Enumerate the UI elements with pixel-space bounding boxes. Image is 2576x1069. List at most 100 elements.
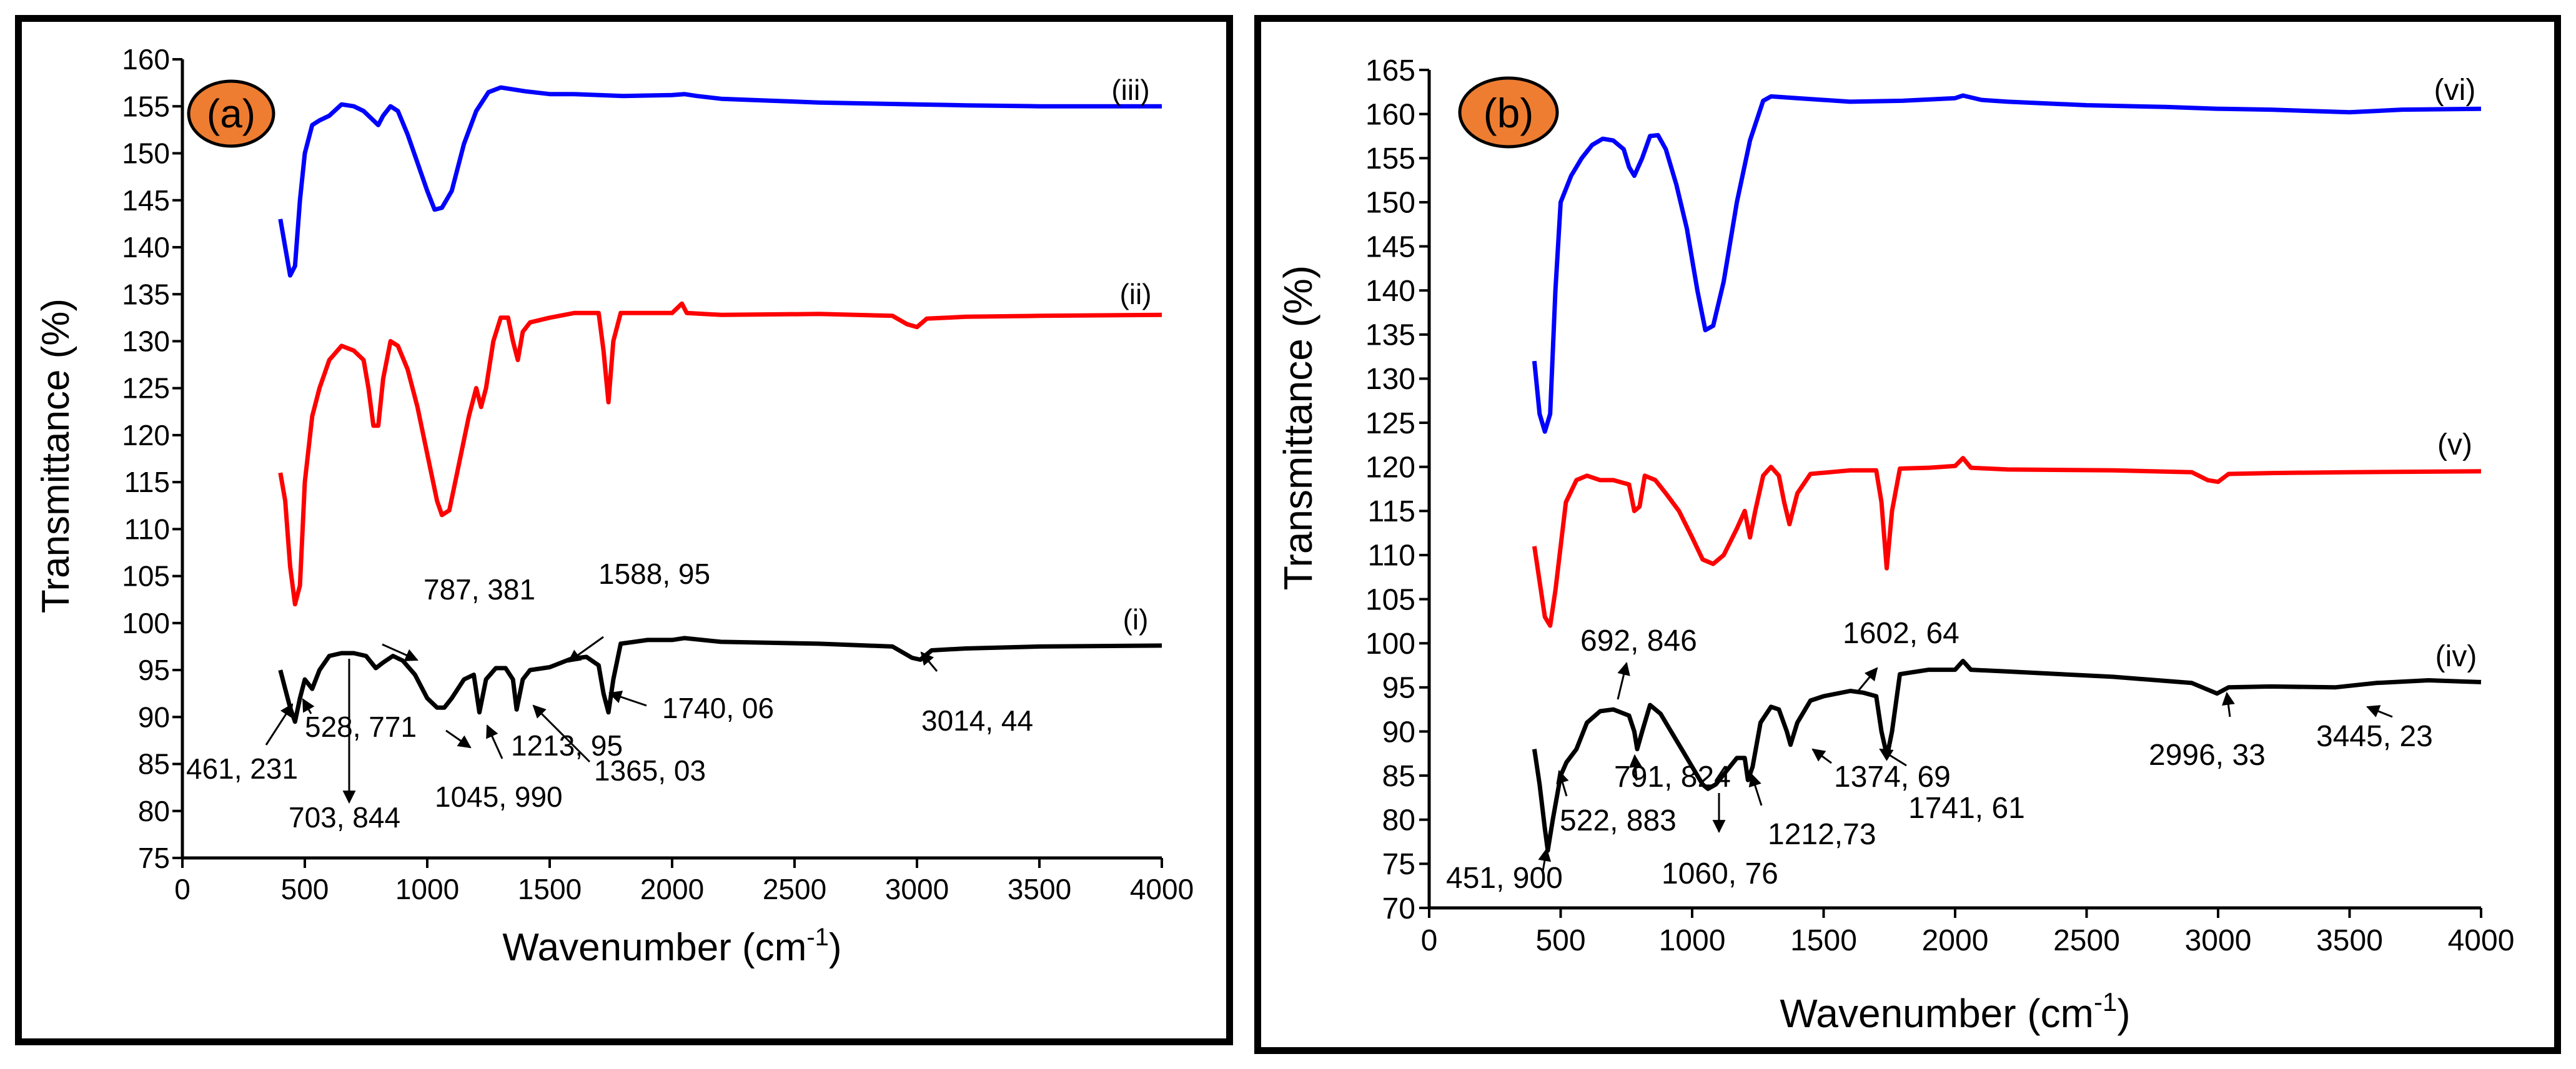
chart-a-annotation-1045: 1045, 990 xyxy=(435,781,563,813)
chart-a-y-tick-label-145: 145 xyxy=(122,184,170,217)
chart-b-annotation-791: 791, 824 xyxy=(1614,761,1731,794)
chart-b-y-tick-label-165: 165 xyxy=(1365,54,1415,87)
chart-a-arrow-1045 xyxy=(445,729,472,749)
chart-b-y-tick-label-70: 70 xyxy=(1382,892,1415,925)
chart-a-y-tick-label-140: 140 xyxy=(122,231,170,264)
chart-a: 75 80 85 90 95 100 105 110 115 120 125 130 135 140 145… xyxy=(34,43,1194,969)
chart-b-series-lines xyxy=(1532,93,2482,853)
chart-a-y-tick-label-95: 95 xyxy=(138,654,170,686)
chart-a-x-tick-label-4000: 4000 xyxy=(1130,873,1194,905)
chart-a-x-tick-label-1500: 1500 xyxy=(518,873,582,905)
chart-b-y-tick-label-150: 150 xyxy=(1365,187,1415,220)
chart-b-series-vi-label: (vi) xyxy=(2434,74,2476,107)
chart-b-annotation-692: 692, 846 xyxy=(1580,624,1697,658)
panel-b-frame xyxy=(1254,15,2561,1054)
chart-a-y-tick-label-80: 80 xyxy=(138,795,170,827)
chart-a-y-tick-label-100: 100 xyxy=(122,607,170,639)
chart-b-x-tick-label-3500: 3500 xyxy=(2316,924,2383,957)
chart-b-arrow-1374 xyxy=(1811,748,1832,764)
chart-a-annotation-arrows xyxy=(265,636,938,804)
chart-b-series-iv-line xyxy=(1532,659,2482,853)
chart-a-arrow-1213 xyxy=(486,724,503,759)
chart-a-arrow-1365 xyxy=(532,704,591,763)
chart-a-x-tick-label-2500: 2500 xyxy=(763,873,826,905)
chart-b-panel-badge: (b) xyxy=(1458,76,1559,149)
chart-a-y-ticks: 75 80 85 90 95 100 105 110 115 120 125 130 135 140 145… xyxy=(122,43,182,874)
chart-b-annotation-2996: 2996, 33 xyxy=(2149,739,2266,772)
chart-a-y-tick-label-115: 115 xyxy=(124,466,170,498)
chart-a-series-i-line xyxy=(278,636,1162,724)
chart-b-panel-label: (b) xyxy=(1484,90,1534,136)
chart-a-panel-badge: (a) xyxy=(187,79,275,148)
chart-b-y-tick-label-155: 155 xyxy=(1365,142,1415,175)
chart-b-y-tick-label-115: 115 xyxy=(1367,495,1415,528)
chart-a-series-ii-line xyxy=(278,301,1162,607)
chart-b-x-tick-label-500: 500 xyxy=(1535,924,1585,957)
chart-a-annotation-1213: 1213, 95 xyxy=(511,729,623,762)
chart-b-arrow-3445 xyxy=(2366,705,2393,718)
chart-a-series-iii-line xyxy=(278,85,1162,278)
chart-b-y-tick-label-85: 85 xyxy=(1382,760,1415,793)
chart-a-arrow-461 xyxy=(265,703,294,746)
chart-b-arrow-1741 xyxy=(1879,748,1907,767)
chart-b-y-tick-label-80: 80 xyxy=(1382,804,1415,837)
chart-b-y-tick-label-105: 105 xyxy=(1365,583,1415,616)
chart-a-arrow-1588 xyxy=(567,636,604,663)
chart-b-annotations: 451, 900 522, 883 692, 846 791, 824 1060… xyxy=(1446,617,2433,895)
chart-a-annotation-1365: 1365, 03 xyxy=(594,754,706,787)
chart-b-y-tick-label-100: 100 xyxy=(1365,628,1415,661)
chart-b-x-tick-label-3000: 3000 xyxy=(2185,924,2252,957)
chart-a-x-tick-label-1000: 1000 xyxy=(395,873,459,905)
chart-a-arrow-528 xyxy=(302,698,315,714)
chart-a-series-lines xyxy=(278,85,1162,724)
chart-b-x-tick-label-2500: 2500 xyxy=(2053,924,2120,957)
chart-b-series-v-line xyxy=(1532,456,2482,628)
chart-b-series-v-label: (v) xyxy=(2437,428,2472,461)
chart-b-arrow-522 xyxy=(1556,769,1569,797)
chart-a-x-tick-label-0: 0 xyxy=(174,873,191,905)
chart-b: 70 75 80 85 90 95 100 105 110 115 120 125 130 135 140 1… xyxy=(1276,54,2514,1036)
chart-a-y-axis-title: Transmittance (%) xyxy=(34,298,77,613)
chart-b-annotation-1060: 1060, 76 xyxy=(1662,857,1778,890)
chart-b-annotation-522: 522, 883 xyxy=(1560,804,1677,837)
chart-a-x-ticks: 0 500 1000 1500 2000 2500 3000 3500 4000 xyxy=(174,858,1194,905)
chart-a-y-tick-label-155: 155 xyxy=(122,90,170,122)
chart-b-y-tick-label-140: 140 xyxy=(1365,275,1415,308)
chart-b-arrow-2996 xyxy=(2222,691,2235,717)
chart-a-panel-label: (a) xyxy=(207,91,255,136)
chart-a-series-ii-label: (ii) xyxy=(1119,278,1151,310)
chart-b-annotation-1741: 1741, 61 xyxy=(1908,792,2025,825)
chart-b-y-tick-label-75: 75 xyxy=(1382,848,1415,881)
chart-b-y-ticks: 70 75 80 85 90 95 100 105 110 115 120 125 130 135 140 1… xyxy=(1365,54,1429,925)
chart-b-y-tick-label-160: 160 xyxy=(1365,98,1415,131)
chart-a-arrow-1740 xyxy=(608,691,647,707)
chart-a-annotation-1740: 1740, 06 xyxy=(662,692,774,724)
chart-b-annotation-3445: 3445, 23 xyxy=(2316,720,2433,753)
chart-a-x-tick-label-3000: 3000 xyxy=(885,873,949,905)
chart-b-arrow-1212 xyxy=(1748,772,1763,806)
chart-b-y-tick-label-90: 90 xyxy=(1382,716,1415,749)
chart-a-panel-badge-oval xyxy=(187,79,275,148)
chart-a-y-tick-label-130: 130 xyxy=(122,325,170,358)
chart-b-arrow-451 xyxy=(1538,847,1552,872)
chart-b-annotation-arrows xyxy=(1538,661,2393,872)
chart-b-x-tick-label-2000: 2000 xyxy=(1922,924,1989,957)
chart-a-x-axis-title: Wavenumber (cm-1) xyxy=(502,924,841,969)
chart-b-x-tick-label-1500: 1500 xyxy=(1790,924,1857,957)
panel-a-frame xyxy=(15,15,1233,1045)
chart-a-x-tick-label-2000: 2000 xyxy=(640,873,704,905)
chart-b-y-tick-label-145: 145 xyxy=(1365,230,1415,264)
chart-a-y-tick-label-150: 150 xyxy=(122,137,170,170)
chart-a-arrow-3014 xyxy=(920,651,938,672)
chart-b-x-ticks: 0 500 1000 1500 2000 2500 3000 3500 4000 xyxy=(1421,908,2514,957)
chart-b-annotation-1602: 1602, 64 xyxy=(1843,617,1959,650)
chart-a-arrow-787 xyxy=(382,643,419,661)
chart-b-y-tick-label-120: 120 xyxy=(1365,451,1415,484)
chart-a-annotation-1588: 1588, 95 xyxy=(598,558,710,590)
chart-b-arrow-692 xyxy=(1617,661,1630,700)
chart-a-annotations: 461, 231 528, 771 703, 844 787, 381 1045… xyxy=(186,558,1033,834)
chart-a-y-tick-label-85: 85 xyxy=(138,748,170,781)
chart-a-y-tick-label-90: 90 xyxy=(138,701,170,733)
chart-b-arrow-1602 xyxy=(1855,667,1878,694)
